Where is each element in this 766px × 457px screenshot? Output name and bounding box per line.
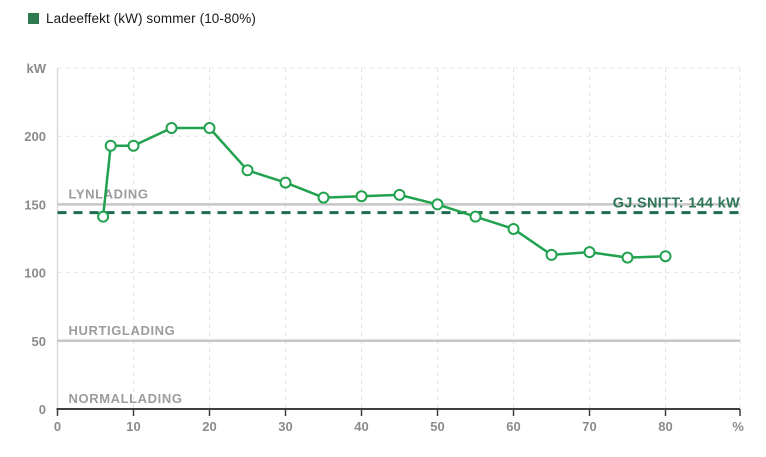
- legend-series-marker: [28, 13, 39, 24]
- data-point[interactable]: [203, 122, 216, 135]
- y-tick-label: 50: [32, 334, 46, 349]
- data-point[interactable]: [279, 176, 292, 189]
- data-point[interactable]: [469, 210, 482, 223]
- data-point[interactable]: [241, 164, 254, 177]
- x-tick-label: 50: [430, 419, 444, 434]
- data-point[interactable]: [97, 210, 110, 223]
- legend-item[interactable]: Ladeeffekt (kW) sommer (10-80%): [28, 11, 256, 26]
- x-tick-label: 20: [202, 419, 216, 434]
- data-point[interactable]: [393, 188, 406, 201]
- data-point[interactable]: [431, 198, 444, 211]
- data-point[interactable]: [659, 250, 672, 263]
- y-axis-unit-label: kW: [27, 61, 47, 76]
- band-label: NORMALLADING: [69, 391, 183, 406]
- x-tick-label: 0: [54, 419, 61, 434]
- data-point[interactable]: [165, 122, 178, 135]
- data-point[interactable]: [317, 191, 330, 204]
- x-tick-label: 30: [278, 419, 292, 434]
- series-line: [101, 126, 667, 259]
- x-tick-label: 40: [354, 419, 368, 434]
- x-tick-label: 70: [582, 419, 596, 434]
- data-point[interactable]: [355, 190, 368, 203]
- data-point[interactable]: [545, 248, 558, 261]
- x-tick-label: 10: [126, 419, 140, 434]
- data-point[interactable]: [507, 222, 520, 235]
- y-tick-label: 200: [24, 129, 46, 144]
- band-label: LYNLADING: [69, 186, 149, 201]
- data-point[interactable]: [583, 246, 596, 259]
- legend-series-label: Ladeeffekt (kW) sommer (10-80%): [46, 11, 256, 26]
- data-point[interactable]: [104, 139, 117, 152]
- band-label: HURTIGLADING: [69, 323, 176, 338]
- average-label: GJ.SNITT: 144 kW: [613, 196, 740, 212]
- y-tick-label: 0: [39, 402, 46, 417]
- x-axis-unit-label: %: [732, 419, 744, 434]
- data-point[interactable]: [127, 139, 140, 152]
- y-tick-label: 100: [24, 266, 46, 281]
- data-point[interactable]: [621, 251, 634, 264]
- x-tick-label: 80: [658, 419, 672, 434]
- x-tick-label: 60: [506, 419, 520, 434]
- y-tick-label: 150: [24, 197, 46, 212]
